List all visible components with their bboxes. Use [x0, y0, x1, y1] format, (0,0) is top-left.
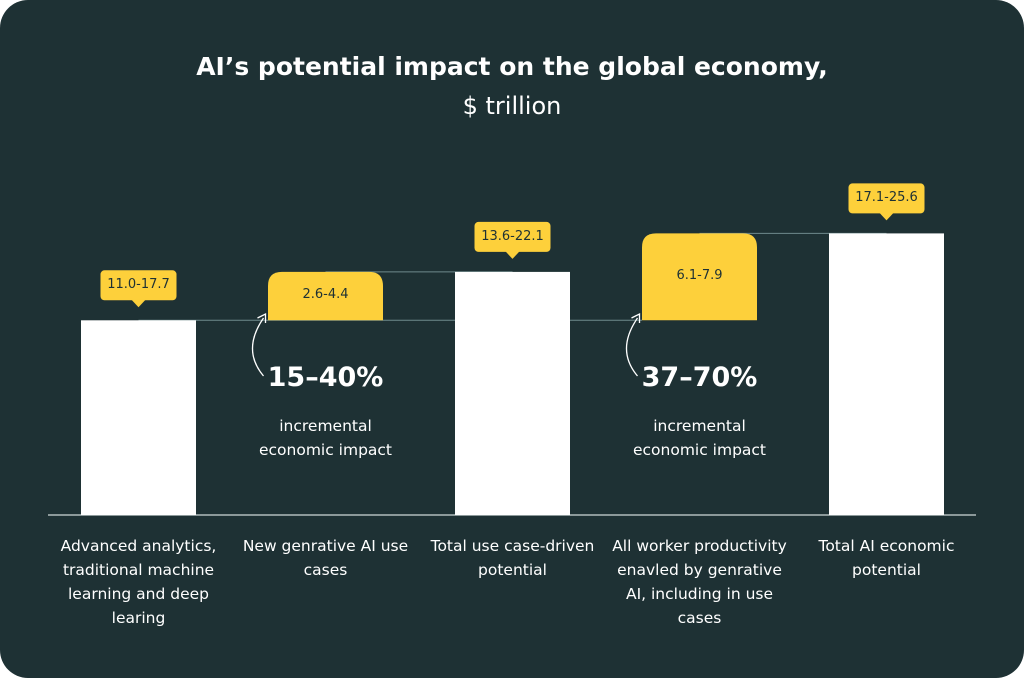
bar	[268, 271, 383, 321]
x-tick-label: New genrative AI use cases	[242, 537, 409, 579]
bar	[455, 271, 570, 515]
arrow-head	[257, 312, 267, 323]
annotation-note: incremental economic impact	[258, 417, 393, 459]
value-callout	[100, 270, 177, 301]
arrow	[251, 317, 265, 377]
value-callout	[474, 221, 551, 252]
value-label: 13.6-22.1	[481, 228, 544, 244]
chart-subtitle: $ trillion	[462, 92, 562, 120]
value-label: 6.1-7.9	[676, 267, 723, 283]
value-label: 2.6-4.4	[302, 287, 349, 303]
bar	[829, 233, 944, 515]
annotation: 15–40%	[267, 362, 384, 393]
value-label: 11.0-17.7	[107, 277, 170, 293]
bar	[642, 233, 757, 321]
x-tick-label: All worker productivity enavled by genra…	[612, 537, 787, 627]
callout-pointer	[879, 212, 894, 221]
callout-pointer	[505, 251, 520, 259]
callout-pointer	[131, 299, 146, 308]
x-tick-label: Advanced analytics, traditional machine …	[60, 537, 217, 627]
bar	[81, 320, 196, 515]
arrow-head	[631, 312, 641, 323]
value-label: 17.1-25.6	[855, 190, 918, 206]
annotation: 37–70%	[641, 362, 758, 393]
x-tick-label: Total AI economic potential	[818, 537, 955, 579]
x-tick-label: Total use case-driven potential	[430, 537, 595, 579]
chart-title: AI’s potential impact on the global econ…	[196, 52, 828, 81]
arrow	[625, 317, 639, 377]
annotation-note: incremental economic impact	[632, 417, 767, 459]
value-callout	[848, 183, 925, 214]
